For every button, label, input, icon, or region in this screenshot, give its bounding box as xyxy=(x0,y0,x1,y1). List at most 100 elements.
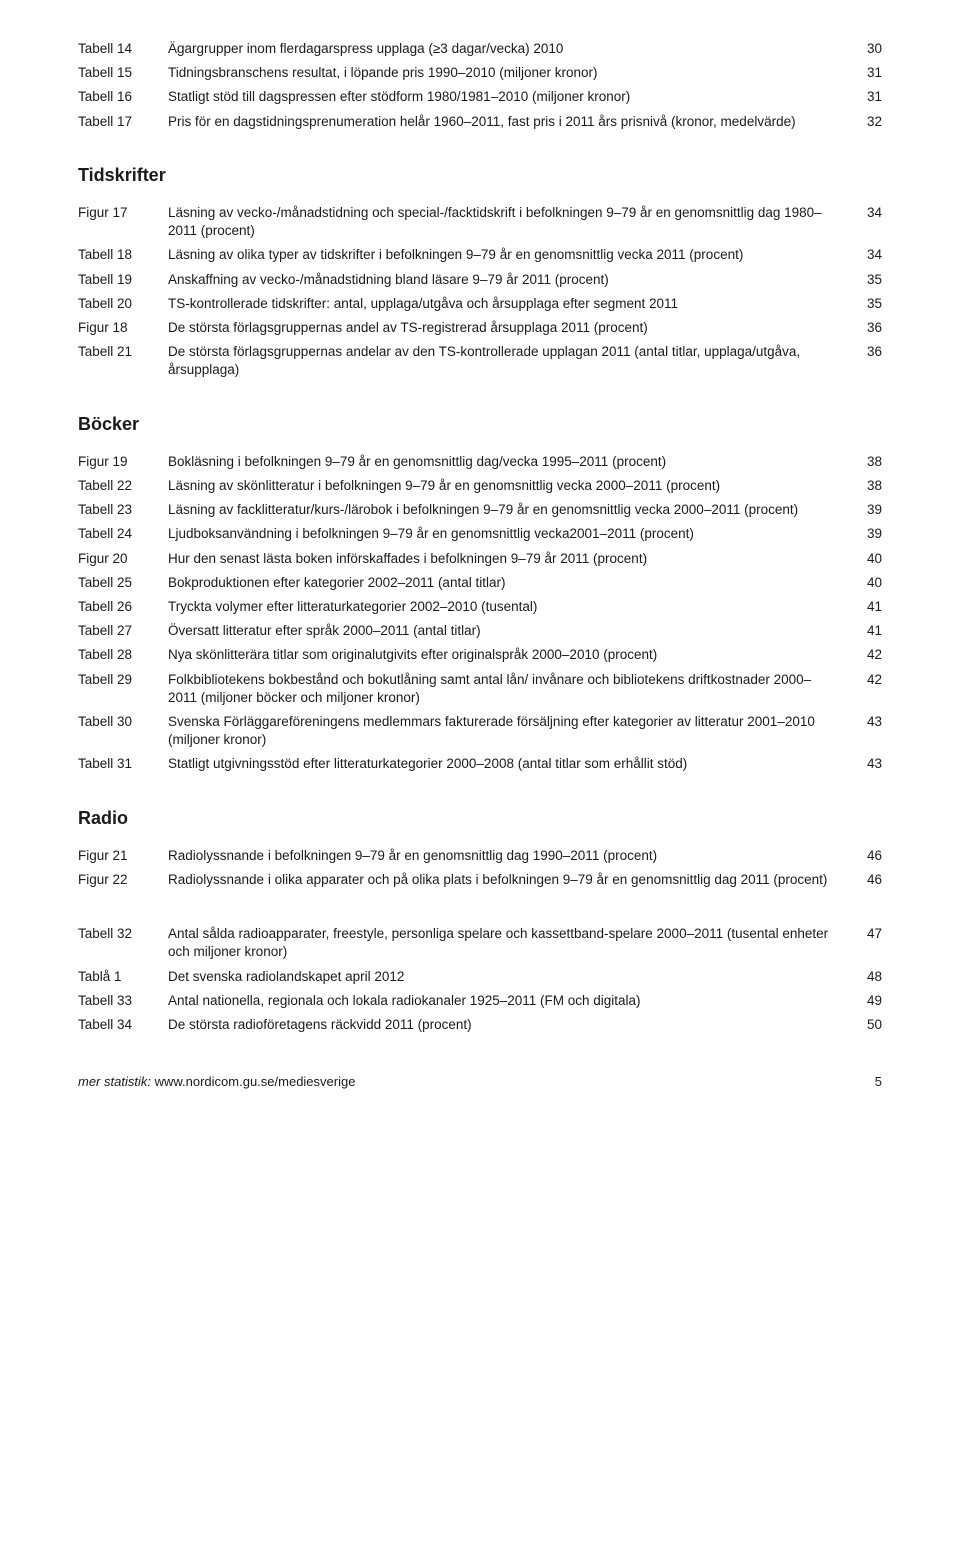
section-heading: Radio xyxy=(78,808,882,829)
toc-label: Tabell 22 xyxy=(78,477,168,495)
toc-page-number: 42 xyxy=(854,671,882,689)
toc-row: Tabell 16Statligt stöd till dagspressen … xyxy=(78,88,882,106)
toc-label: Tabell 30 xyxy=(78,713,168,731)
toc-row: Tabell 31Statligt utgivningsstöd efter l… xyxy=(78,755,882,773)
toc-page-number: 46 xyxy=(854,871,882,889)
section-gap xyxy=(78,895,882,925)
toc-row: Figur 18De största förlagsgruppernas and… xyxy=(78,319,882,337)
toc-page: Tabell 14Ägargrupper inom flerdagarspres… xyxy=(0,0,960,1129)
toc-page-number: 40 xyxy=(854,574,882,592)
toc-description: Översatt litteratur efter språk 2000–201… xyxy=(168,622,854,640)
toc-description: Ljudboksanvändning i befolkningen 9–79 å… xyxy=(168,525,854,543)
toc-row: Tabell 18Läsning av olika typer av tidsk… xyxy=(78,246,882,264)
toc-description: Radiolyssnande i befolkningen 9–79 år en… xyxy=(168,847,854,865)
toc-label: Figur 20 xyxy=(78,550,168,568)
toc-row: Figur 21Radiolyssnande i befolkningen 9–… xyxy=(78,847,882,865)
toc-page-number: 50 xyxy=(854,1016,882,1034)
toc-description: Bokproduktionen efter kategorier 2002–20… xyxy=(168,574,854,592)
toc-description: Folkbibliotekens bokbestånd och bokutlån… xyxy=(168,671,854,707)
toc-label: Tabell 23 xyxy=(78,501,168,519)
toc-page-number: 38 xyxy=(854,453,882,471)
toc-label: Tabell 26 xyxy=(78,598,168,616)
toc-row: Tabell 34De största radioföretagens räck… xyxy=(78,1016,882,1034)
toc-row: Tabell 23Läsning av facklitteratur/kurs-… xyxy=(78,501,882,519)
toc-page-number: 41 xyxy=(854,622,882,640)
toc-row: Figur 19Bokläsning i befolkningen 9–79 å… xyxy=(78,453,882,471)
toc-description: Radiolyssnande i olika apparater och på … xyxy=(168,871,854,889)
toc-page-number: 40 xyxy=(854,550,882,568)
toc-page-number: 30 xyxy=(854,40,882,58)
footer-prefix: mer statistik: xyxy=(78,1074,151,1089)
toc-label: Tabell 34 xyxy=(78,1016,168,1034)
toc-row: Tabell 28Nya skönlitterära titlar som or… xyxy=(78,646,882,664)
toc-description: Läsning av facklitteratur/kurs-/lärobok … xyxy=(168,501,854,519)
toc-row: Tabell 33Antal nationella, regionala och… xyxy=(78,992,882,1010)
footer-page-number: 5 xyxy=(875,1074,882,1089)
toc-label: Tabell 28 xyxy=(78,646,168,664)
toc-page-number: 46 xyxy=(854,847,882,865)
toc-row: Tabell 25Bokproduktionen efter kategorie… xyxy=(78,574,882,592)
toc-row: Tablå 1Det svenska radiolandskapet april… xyxy=(78,968,882,986)
toc-label: Tabell 15 xyxy=(78,64,168,82)
toc-page-number: 31 xyxy=(854,64,882,82)
toc-label: Tabell 33 xyxy=(78,992,168,1010)
toc-label: Figur 22 xyxy=(78,871,168,889)
toc-description: Bokläsning i befolkningen 9–79 år en gen… xyxy=(168,453,854,471)
toc-page-number: 43 xyxy=(854,755,882,773)
toc-label: Tabell 20 xyxy=(78,295,168,313)
toc-page-number: 39 xyxy=(854,525,882,543)
toc-description: Statligt stöd till dagspressen efter stö… xyxy=(168,88,854,106)
toc-row: Tabell 15Tidningsbranschens resultat, i … xyxy=(78,64,882,82)
toc-row: Tabell 22Läsning av skönlitteratur i bef… xyxy=(78,477,882,495)
toc-row: Tabell 27Översatt litteratur efter språk… xyxy=(78,622,882,640)
toc-description: Läsning av olika typer av tidskrifter i … xyxy=(168,246,854,264)
toc-label: Tablå 1 xyxy=(78,968,168,986)
toc-description: Anskaffning av vecko-/månadstidning blan… xyxy=(168,271,854,289)
toc-page-number: 34 xyxy=(854,204,882,222)
toc-page-number: 47 xyxy=(854,925,882,943)
toc-description: Statligt utgivningsstöd efter litteratur… xyxy=(168,755,854,773)
toc-page-number: 41 xyxy=(854,598,882,616)
section-heading: Tidskrifter xyxy=(78,165,882,186)
toc-row: Figur 17Läsning av vecko-/månadstidning … xyxy=(78,204,882,240)
toc-description: Tryckta volymer efter litteraturkategori… xyxy=(168,598,854,616)
toc-label: Tabell 31 xyxy=(78,755,168,773)
footer-left: mer statistik: www.nordicom.gu.se/medies… xyxy=(78,1074,355,1089)
toc-page-number: 43 xyxy=(854,713,882,731)
toc-page-number: 35 xyxy=(854,295,882,313)
section-heading: Böcker xyxy=(78,414,882,435)
toc-page-number: 32 xyxy=(854,113,882,131)
toc-description: Pris för en dagstidningsprenumeration he… xyxy=(168,113,854,131)
toc-description: TS-kontrollerade tidskrifter: antal, upp… xyxy=(168,295,854,313)
toc-page-number: 39 xyxy=(854,501,882,519)
toc-description: Hur den senast lästa boken införskaffade… xyxy=(168,550,854,568)
toc-row: Tabell 17Pris för en dagstidningsprenume… xyxy=(78,113,882,131)
toc-label: Tabell 16 xyxy=(78,88,168,106)
toc-row: Figur 22Radiolyssnande i olika apparater… xyxy=(78,871,882,889)
toc-label: Figur 18 xyxy=(78,319,168,337)
toc-page-number: 34 xyxy=(854,246,882,264)
toc-page-number: 35 xyxy=(854,271,882,289)
toc-description: Tidningsbranschens resultat, i löpande p… xyxy=(168,64,854,82)
toc-row: Tabell 30Svenska Förläggareföreningens m… xyxy=(78,713,882,749)
toc-description: Nya skönlitterära titlar som originalutg… xyxy=(168,646,854,664)
toc-row: Tabell 14Ägargrupper inom flerdagarspres… xyxy=(78,40,882,58)
toc-description: Antal sålda radioapparater, freestyle, p… xyxy=(168,925,854,961)
toc-description: Svenska Förläggareföreningens medlemmars… xyxy=(168,713,854,749)
toc-label: Tabell 18 xyxy=(78,246,168,264)
toc-row: Tabell 24Ljudboksanvändning i befolkning… xyxy=(78,525,882,543)
footer-url: www.nordicom.gu.se/mediesverige xyxy=(151,1074,355,1089)
page-footer: mer statistik: www.nordicom.gu.se/medies… xyxy=(78,1074,882,1089)
toc-description: Det svenska radiolandskapet april 2012 xyxy=(168,968,854,986)
toc-row: Figur 20Hur den senast lästa boken inför… xyxy=(78,550,882,568)
toc-page-number: 48 xyxy=(854,968,882,986)
toc-label: Tabell 25 xyxy=(78,574,168,592)
toc-page-number: 31 xyxy=(854,88,882,106)
toc-description: Ägargrupper inom flerdagarspress upplaga… xyxy=(168,40,854,58)
toc-page-number: 49 xyxy=(854,992,882,1010)
toc-description: De största förlagsgruppernas andel av TS… xyxy=(168,319,854,337)
toc-row: Tabell 29Folkbibliotekens bokbestånd och… xyxy=(78,671,882,707)
toc-label: Tabell 21 xyxy=(78,343,168,361)
toc-label: Tabell 27 xyxy=(78,622,168,640)
toc-description: De största radioföretagens räckvidd 2011… xyxy=(168,1016,854,1034)
